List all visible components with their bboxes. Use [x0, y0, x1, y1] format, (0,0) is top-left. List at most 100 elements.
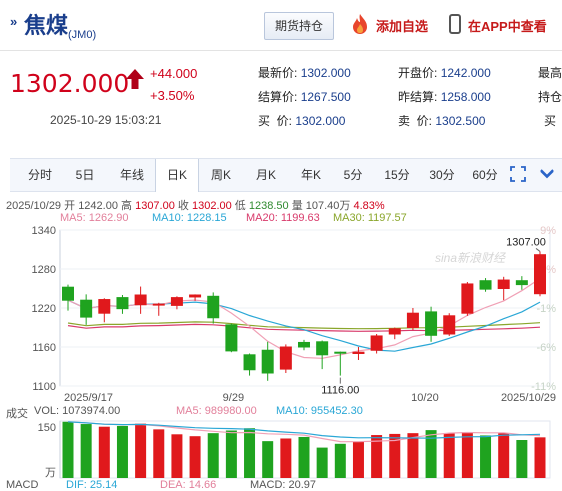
- candle-body: [443, 315, 456, 335]
- info-high: 最高: [538, 66, 562, 80]
- volume-bar: [80, 424, 92, 478]
- y-tick-label: 1100: [32, 381, 56, 393]
- volume-bar: [516, 440, 528, 478]
- candle-body: [170, 297, 183, 306]
- chevron-down-icon[interactable]: [540, 168, 554, 180]
- y-tick-label: 1220: [32, 303, 56, 315]
- candle-body: [152, 303, 165, 306]
- volume-bar: [498, 433, 510, 478]
- instrument-code: (JM0): [68, 29, 97, 41]
- volume-bar: [244, 428, 256, 478]
- volume-bar: [407, 433, 419, 478]
- ohlc-summary: 2025/10/29 开 1242.00 高 1307.00 收 1302.00…: [6, 200, 385, 212]
- tab-60min[interactable]: 60分: [472, 168, 498, 182]
- ma5-label: MA5: 1262.90: [60, 212, 129, 224]
- view-in-app-button[interactable]: 在APP中查看: [468, 19, 547, 34]
- volume-bar: [389, 433, 401, 478]
- volume-value: VOL: 1073974.00: [34, 405, 121, 417]
- info-ask: 卖 价: 1302.500: [398, 114, 486, 128]
- volume-bar: [98, 426, 110, 478]
- volume-bar: [480, 435, 492, 478]
- candle-body: [316, 341, 329, 356]
- volume-bar: [135, 423, 147, 478]
- double-chevron-icon: »: [10, 14, 18, 29]
- volume-bar: [371, 435, 383, 478]
- info-bid: 买 价: 1302.000: [258, 114, 346, 128]
- volume-tick-label: 150: [38, 422, 56, 434]
- change-amount: +44.000: [150, 66, 198, 81]
- info-buy: 买: [544, 114, 557, 128]
- y-tick-label: 1280: [32, 264, 56, 276]
- macd-value: MACD: 20.97: [250, 479, 317, 491]
- tab-intraday[interactable]: 分时: [27, 168, 52, 182]
- max-price-pointer: [535, 248, 541, 252]
- tab-yearly-k[interactable]: 年K: [300, 168, 321, 182]
- y-tick-label: 1340: [32, 225, 56, 237]
- volume-unit-label: 万: [45, 467, 56, 479]
- tab-5min[interactable]: 5分: [343, 168, 363, 182]
- tab-5day[interactable]: 5日: [75, 168, 95, 182]
- info-prev-settle: 昨结算: 1258.000: [398, 90, 491, 104]
- flame-icon[interactable]: [350, 13, 370, 35]
- volume-ma10-line: [67, 421, 541, 439]
- max-price-label: 1307.00: [506, 236, 546, 248]
- ma30-label: MA30: 1197.57: [333, 212, 407, 224]
- volume-bar: [316, 447, 328, 478]
- tab-weekly-k[interactable]: 周K: [210, 168, 231, 182]
- y-tick-label: 1160: [32, 342, 56, 354]
- fullscreen-icon[interactable]: [510, 166, 526, 182]
- volume-bar: [207, 433, 219, 478]
- ma5-line: [67, 278, 541, 359]
- volume-bar: [116, 425, 128, 478]
- candle-body: [534, 254, 546, 295]
- pct-tick-label: -11%: [531, 381, 556, 393]
- candle-body: [62, 286, 74, 301]
- candle-body: [497, 279, 510, 289]
- tab-30min[interactable]: 30分: [429, 168, 455, 182]
- volume-label: 成交: [6, 408, 28, 420]
- candle-body: [298, 341, 310, 348]
- pct-tick-label: -1%: [536, 303, 556, 315]
- info-last: 最新价: 1302.000: [258, 66, 351, 80]
- instrument-name: 焦煤: [24, 14, 69, 39]
- info-open: 开盘价: 1242.000: [398, 66, 491, 80]
- candle-body: [189, 294, 202, 298]
- info-open-interest: 持仓: [538, 90, 562, 104]
- candle-body: [279, 346, 292, 370]
- sina-watermark: sina新浪财经: [435, 251, 507, 265]
- volume-bar: [334, 443, 346, 478]
- volume-bar: [461, 432, 473, 478]
- volume-ma10: MA10: 955452.30: [276, 405, 363, 417]
- volume-bar: [443, 433, 455, 478]
- macd-dif: DIF: 25.14: [66, 479, 118, 491]
- tab-year-line[interactable]: 年线: [119, 168, 144, 182]
- tab-15min[interactable]: 15分: [384, 168, 410, 182]
- candle-body: [225, 324, 238, 352]
- tab-monthly-k[interactable]: 月K: [255, 168, 276, 182]
- candle-body: [98, 299, 111, 314]
- x-tick-label: 2025/9/17: [64, 392, 113, 404]
- candle-body: [80, 299, 93, 318]
- candle-body: [134, 294, 147, 306]
- volume-bar: [534, 437, 546, 478]
- add-watchlist-button[interactable]: 添加自选: [376, 19, 429, 34]
- quote-timestamp: 2025-10-29 15:03:21: [50, 113, 162, 127]
- pct-tick-label: -6%: [536, 342, 556, 354]
- candle-body: [406, 312, 419, 329]
- candle-body: [261, 349, 274, 374]
- candle-body: [370, 335, 383, 351]
- candle-body: [243, 354, 256, 371]
- last-price: 1302.000: [10, 69, 130, 98]
- candle-body: [207, 295, 220, 319]
- candle-body: [388, 328, 401, 335]
- change-percent: +3.50%: [150, 88, 195, 103]
- candle-body: [515, 280, 528, 286]
- tab-daily-k[interactable]: 日K: [155, 159, 199, 192]
- phone-icon[interactable]: [449, 14, 461, 34]
- volume-bar: [425, 430, 437, 478]
- candle-body: [116, 297, 129, 310]
- macd-label: MACD: [6, 479, 39, 491]
- futures-holdings-button[interactable]: 期货持仓: [264, 12, 334, 40]
- ma30-line: [67, 321, 541, 330]
